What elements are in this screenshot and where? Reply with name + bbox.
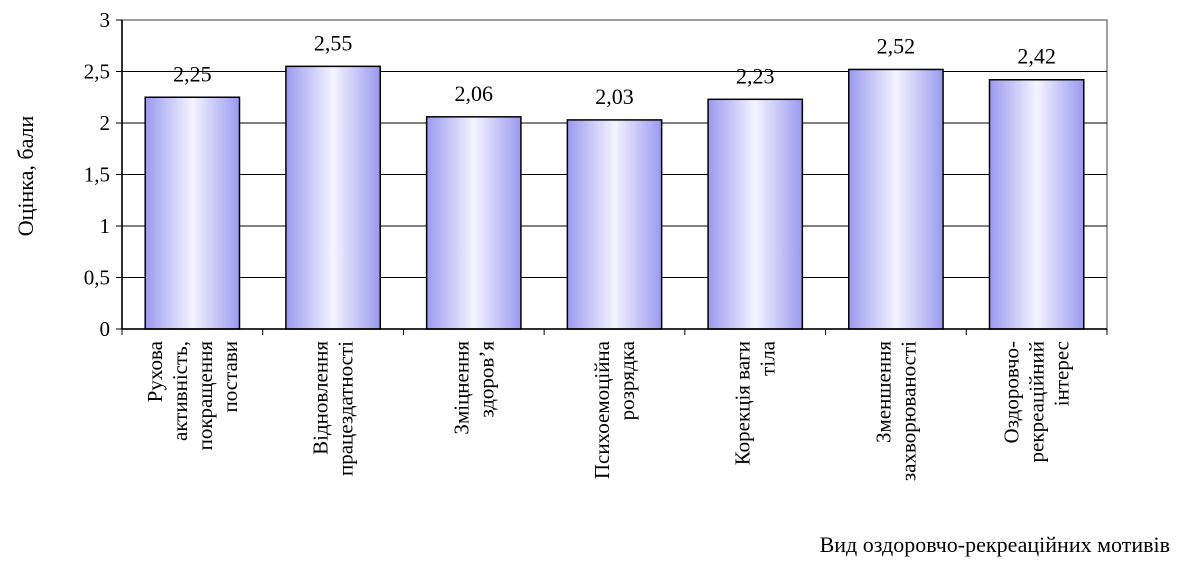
x-category-label: Зменшення захворюваності	[871, 341, 920, 481]
y-tick-label: 1	[100, 214, 111, 238]
x-category-line: рекреаційний	[1025, 341, 1049, 462]
x-category-line: Рухова	[143, 340, 167, 402]
x-category-label: Корекція ваги тіла	[731, 340, 780, 465]
data-label: 2,52	[877, 33, 916, 58]
data-label: 2,55	[314, 30, 353, 55]
y-tick-label: 1,5	[84, 163, 110, 187]
x-category-line: Психоемоційна	[590, 340, 614, 479]
x-category-line: Корекція ваги	[731, 341, 755, 465]
x-category-line: покращення	[193, 341, 217, 451]
x-category-line: Зменшення	[871, 341, 895, 443]
x-category-line: інтерес	[1050, 341, 1074, 406]
bar	[144, 96, 241, 330]
bar	[566, 119, 663, 330]
y-axis-title: Оцінка, бали	[13, 115, 38, 236]
bar	[848, 68, 944, 330]
bar	[707, 98, 804, 330]
x-category-line: активність,	[168, 341, 192, 441]
data-label: 2,23	[736, 63, 775, 88]
y-tick-label: 2	[100, 111, 111, 135]
x-category-line: працездатності	[334, 341, 358, 476]
bar	[988, 78, 1085, 330]
x-category-line: здоров’я	[474, 341, 498, 418]
x-category-line: Відновлення	[309, 341, 333, 455]
data-label: 2,25	[173, 61, 212, 86]
bars	[144, 65, 1085, 330]
bar	[425, 116, 522, 330]
x-axis-title: Вид оздоровчо-рекреаційних мотивів	[820, 532, 1170, 557]
y-tick-label: 2,5	[84, 60, 110, 84]
x-category-line: розрядка	[615, 340, 639, 420]
data-label: 2,03	[595, 84, 634, 109]
x-category-label: Відновлення працездатності	[309, 341, 358, 476]
y-axis-ticks: 0 0,5 1 1,5 2 2,5 3	[84, 8, 122, 341]
x-category-line: тіла	[756, 340, 780, 375]
x-category-line: постави	[218, 341, 242, 413]
x-category-line: захворюваності	[896, 341, 920, 481]
bar	[285, 65, 381, 330]
y-tick-label: 0,5	[84, 266, 110, 290]
x-category-label: Оздоровчо-рекреаційний інтерес	[1000, 341, 1074, 462]
x-axis-categories: Рухова активність, покращення постави Віднов…	[143, 340, 1074, 481]
x-category-label: Зміцнення здоров’я	[449, 341, 498, 435]
x-category-line: Зміцнення	[449, 341, 473, 435]
x-category-line: Оздоровчо-	[1000, 341, 1024, 443]
data-label: 2,06	[455, 81, 494, 106]
data-label: 2,42	[1017, 44, 1056, 69]
y-tick-label: 3	[100, 8, 111, 32]
x-category-label: Рухова активність, покращення постави	[143, 340, 242, 450]
x-category-label: Психоемоційна розрядка	[590, 340, 639, 479]
data-labels: 2,25 2,55 2,06 2,03 2,23 2,52 2,42	[173, 30, 1056, 109]
y-tick-label: 0	[100, 317, 111, 341]
